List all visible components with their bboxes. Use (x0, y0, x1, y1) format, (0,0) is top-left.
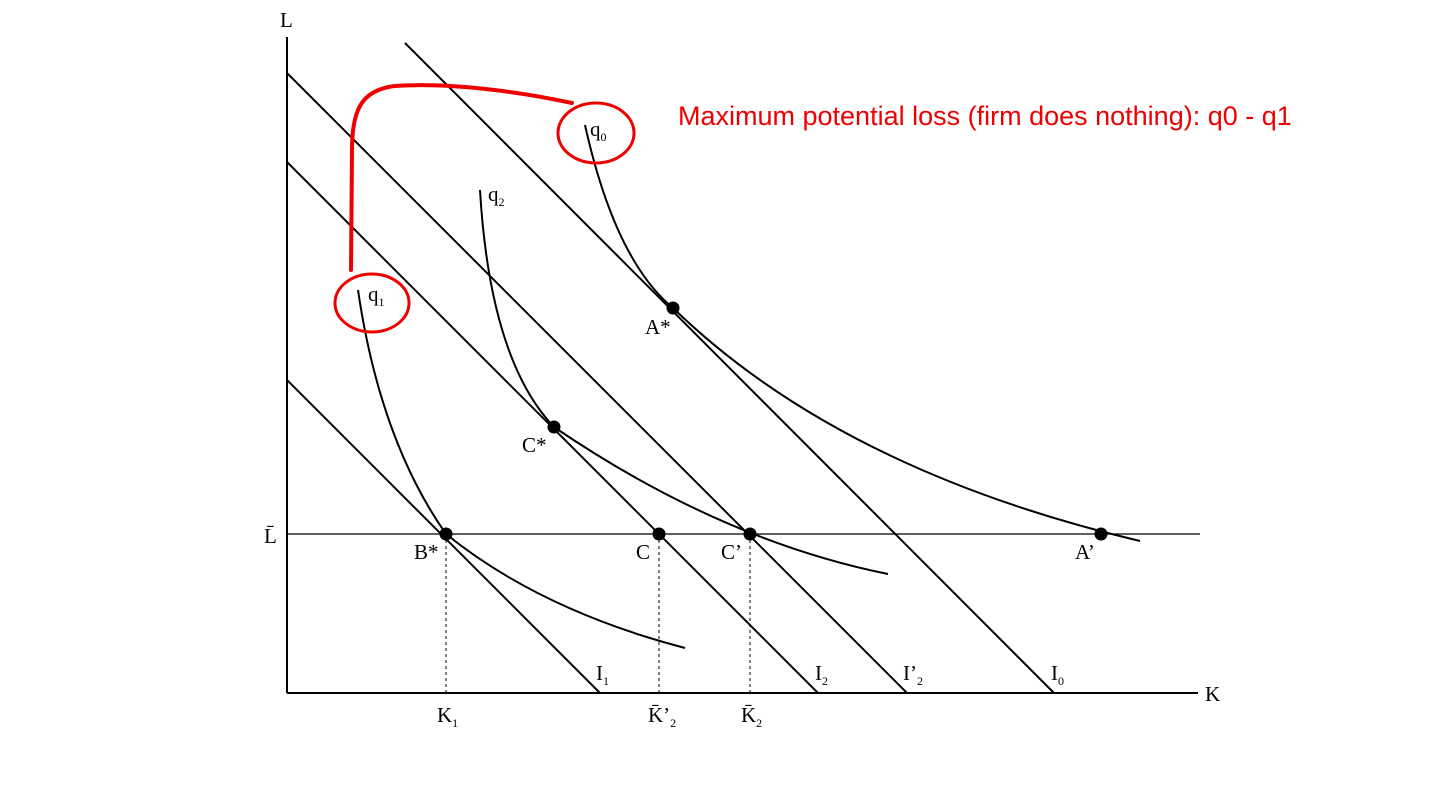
label-c-star: C* (522, 433, 547, 457)
point-c-prime (743, 527, 757, 541)
y-axis-label: L (280, 8, 293, 32)
q0-highlight-circle (556, 101, 636, 165)
q0-q1-connector (349, 83, 574, 272)
label-i1: I1 (596, 661, 609, 688)
label-i0: I0 (1051, 661, 1064, 688)
label-q2: q2 (488, 182, 505, 209)
l-bar-label: L̄ (264, 524, 277, 548)
isocost-line-i2-prime (286, 72, 908, 694)
point-b-star (439, 527, 453, 541)
label-a-prime: A’ (1075, 540, 1095, 564)
tick-label-k1: K1 (437, 703, 458, 730)
isoquant-q0 (584, 124, 1141, 542)
point-c (652, 527, 666, 541)
label-c-prime: C’ (721, 540, 742, 564)
label-b-star: B* (414, 540, 439, 564)
label-c: C (636, 540, 650, 564)
isocost-line-i0 (404, 42, 1055, 694)
x-axis-label: K (1205, 682, 1220, 706)
label-q1: q1 (368, 282, 385, 309)
annotation-text: Maximum potential loss (firm does nothin… (678, 101, 1292, 131)
isoquant-q2 (479, 189, 889, 575)
red-annotation: Maximum potential loss (firm does nothin… (333, 83, 1292, 334)
point-a-star (666, 301, 680, 315)
point-a-prime (1094, 527, 1108, 541)
label-i2-prime: I’2 (903, 661, 923, 688)
tick-label-k2-prime: K̄’2 (648, 703, 676, 730)
label-q0: q0 (590, 117, 607, 144)
tick-label-k2: K̄2 (741, 703, 762, 730)
q1-highlight-circle (333, 272, 411, 334)
isoquant-q1 (357, 289, 686, 649)
label-a-star: A* (645, 315, 671, 339)
label-i2: I2 (815, 661, 828, 688)
point-c-star (547, 420, 561, 434)
